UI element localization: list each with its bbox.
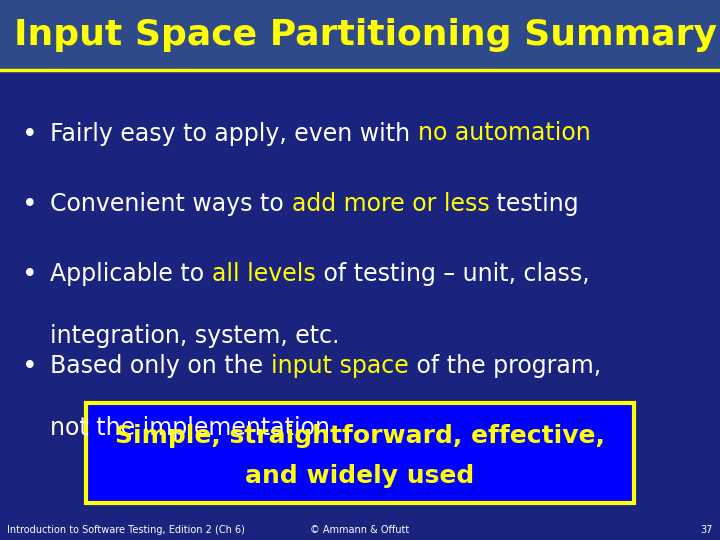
Text: Introduction to Software Testing, Edition 2 (Ch 6): Introduction to Software Testing, Editio… (7, 524, 245, 535)
Text: Simple, straightforward, effective,: Simple, straightforward, effective, (115, 424, 605, 448)
Text: input space: input space (271, 354, 409, 377)
Text: of testing – unit, class,: of testing – unit, class, (316, 262, 590, 286)
Text: of the program,: of the program, (409, 354, 601, 377)
Text: © Ammann & Offutt: © Ammann & Offutt (310, 524, 410, 535)
Text: all levels: all levels (212, 262, 316, 286)
Text: •: • (22, 122, 37, 147)
Text: Fairly easy to apply, even with: Fairly easy to apply, even with (50, 122, 418, 145)
Text: integration, system, etc.: integration, system, etc. (50, 324, 340, 348)
Text: •: • (22, 354, 37, 380)
Text: add more or less: add more or less (292, 192, 490, 215)
Text: and widely used: and widely used (246, 464, 474, 488)
Text: Convenient ways to: Convenient ways to (50, 192, 292, 215)
Text: not the implementation: not the implementation (50, 416, 330, 440)
Text: Applicable to: Applicable to (50, 262, 212, 286)
Text: 37: 37 (701, 524, 713, 535)
Text: no automation: no automation (418, 122, 591, 145)
FancyBboxPatch shape (0, 0, 720, 70)
Text: •: • (22, 192, 37, 218)
Text: Based only on the: Based only on the (50, 354, 271, 377)
Text: Input Space Partitioning Summary: Input Space Partitioning Summary (14, 18, 717, 52)
FancyBboxPatch shape (86, 403, 634, 503)
Text: •: • (22, 262, 37, 288)
Text: testing: testing (490, 192, 579, 215)
